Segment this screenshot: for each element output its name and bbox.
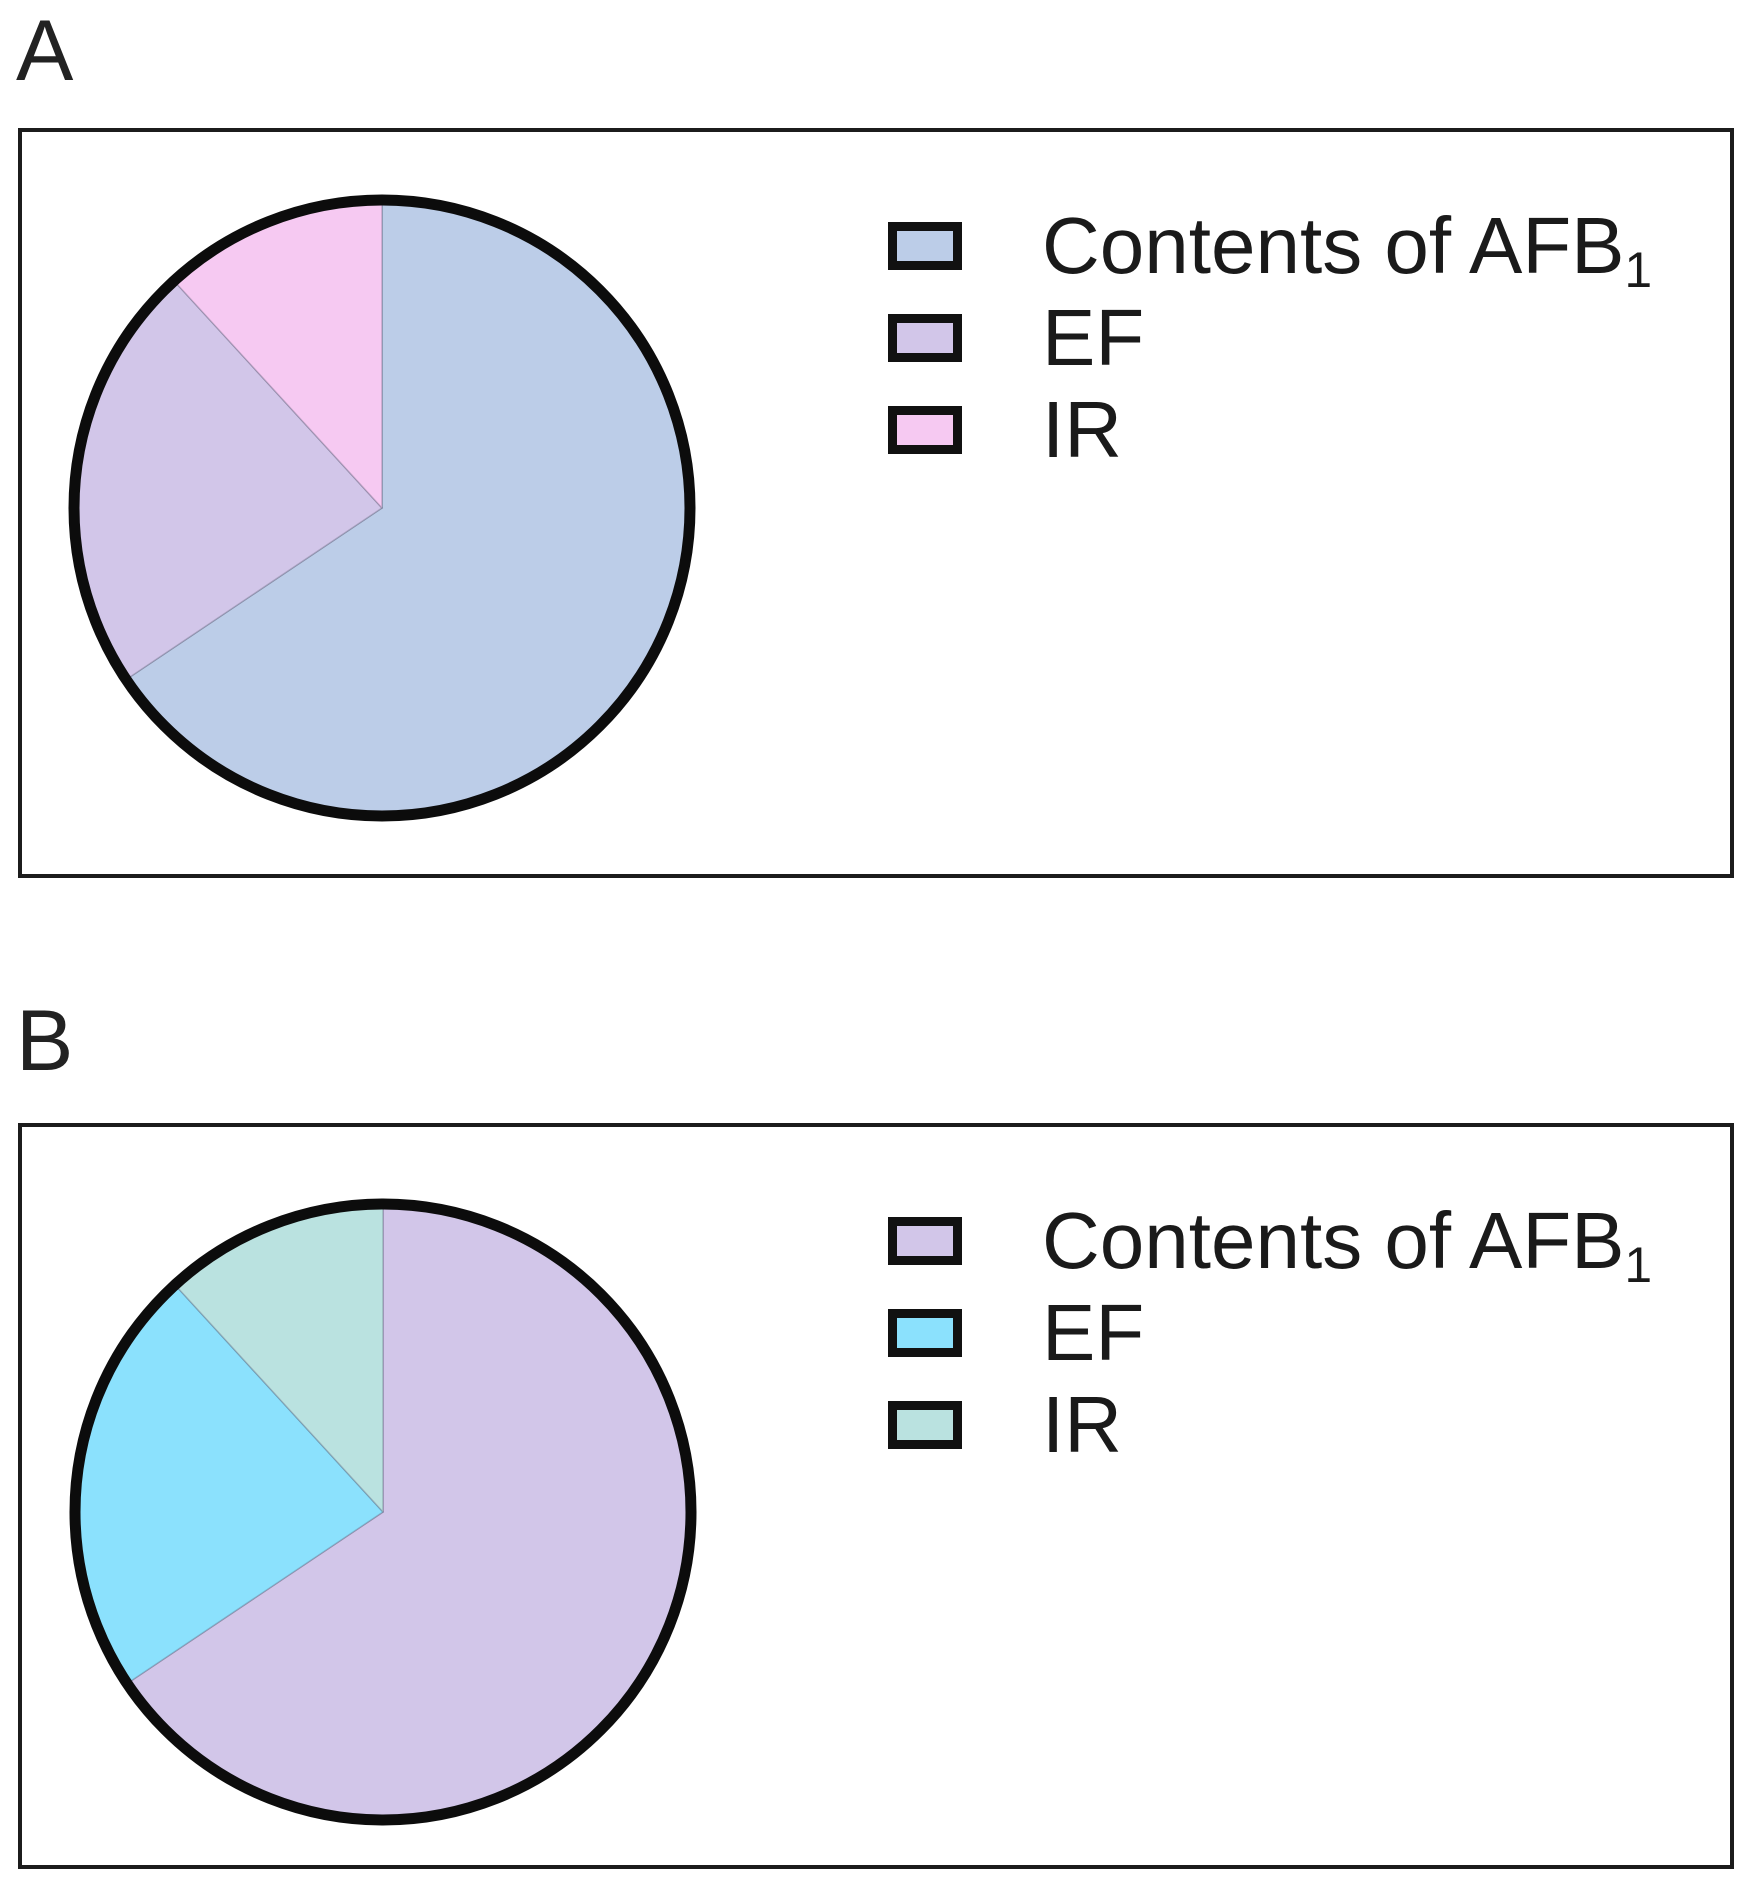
legend-swatch [888, 1217, 962, 1265]
legend-label: Contents of AFB1 [1042, 1201, 1652, 1290]
legend-label: IR [1042, 1385, 1122, 1465]
legend-row: IR [888, 390, 1652, 470]
panel-a-box: Contents of AFB1 EF IR [18, 128, 1734, 878]
pie-outline [69, 1198, 697, 1826]
legend-label-subscript: 1 [1624, 1236, 1653, 1293]
legend-label-text: EF [1042, 293, 1145, 382]
legend-row: EF [888, 1293, 1652, 1373]
legend-row: Contents of AFB1 [888, 1201, 1652, 1290]
legend-row: Contents of AFB1 [888, 206, 1652, 295]
legend-label: Contents of AFB1 [1042, 206, 1652, 295]
legend-label-text: IR [1042, 1380, 1122, 1469]
legend-swatch [888, 222, 962, 270]
panel-b-label: B [16, 993, 74, 1089]
legend-swatch [888, 314, 962, 362]
legend-row: IR [888, 1385, 1652, 1465]
legend-label-text: EF [1042, 1288, 1145, 1377]
pie-chart-a [68, 194, 696, 822]
legend-label: IR [1042, 390, 1122, 470]
panel-b-box: Contents of AFB1 EF IR [18, 1123, 1734, 1869]
legend-row: EF [888, 298, 1652, 378]
legend-swatch [888, 406, 962, 454]
legend-a: Contents of AFB1 EF IR [888, 206, 1652, 482]
legend-label-text: Contents of AFB [1042, 1196, 1625, 1285]
panel-a-label: A [16, 3, 74, 99]
legend-swatch [888, 1401, 962, 1449]
pie-outline [68, 194, 696, 822]
pie-chart-b [69, 1198, 697, 1826]
legend-label-text: Contents of AFB [1042, 201, 1625, 290]
legend-label-subscript: 1 [1624, 241, 1653, 298]
legend-label-text: IR [1042, 385, 1122, 474]
legend-label: EF [1042, 1293, 1144, 1373]
legend-swatch [888, 1309, 962, 1357]
legend-label: EF [1042, 298, 1144, 378]
legend-b: Contents of AFB1 EF IR [888, 1201, 1652, 1477]
